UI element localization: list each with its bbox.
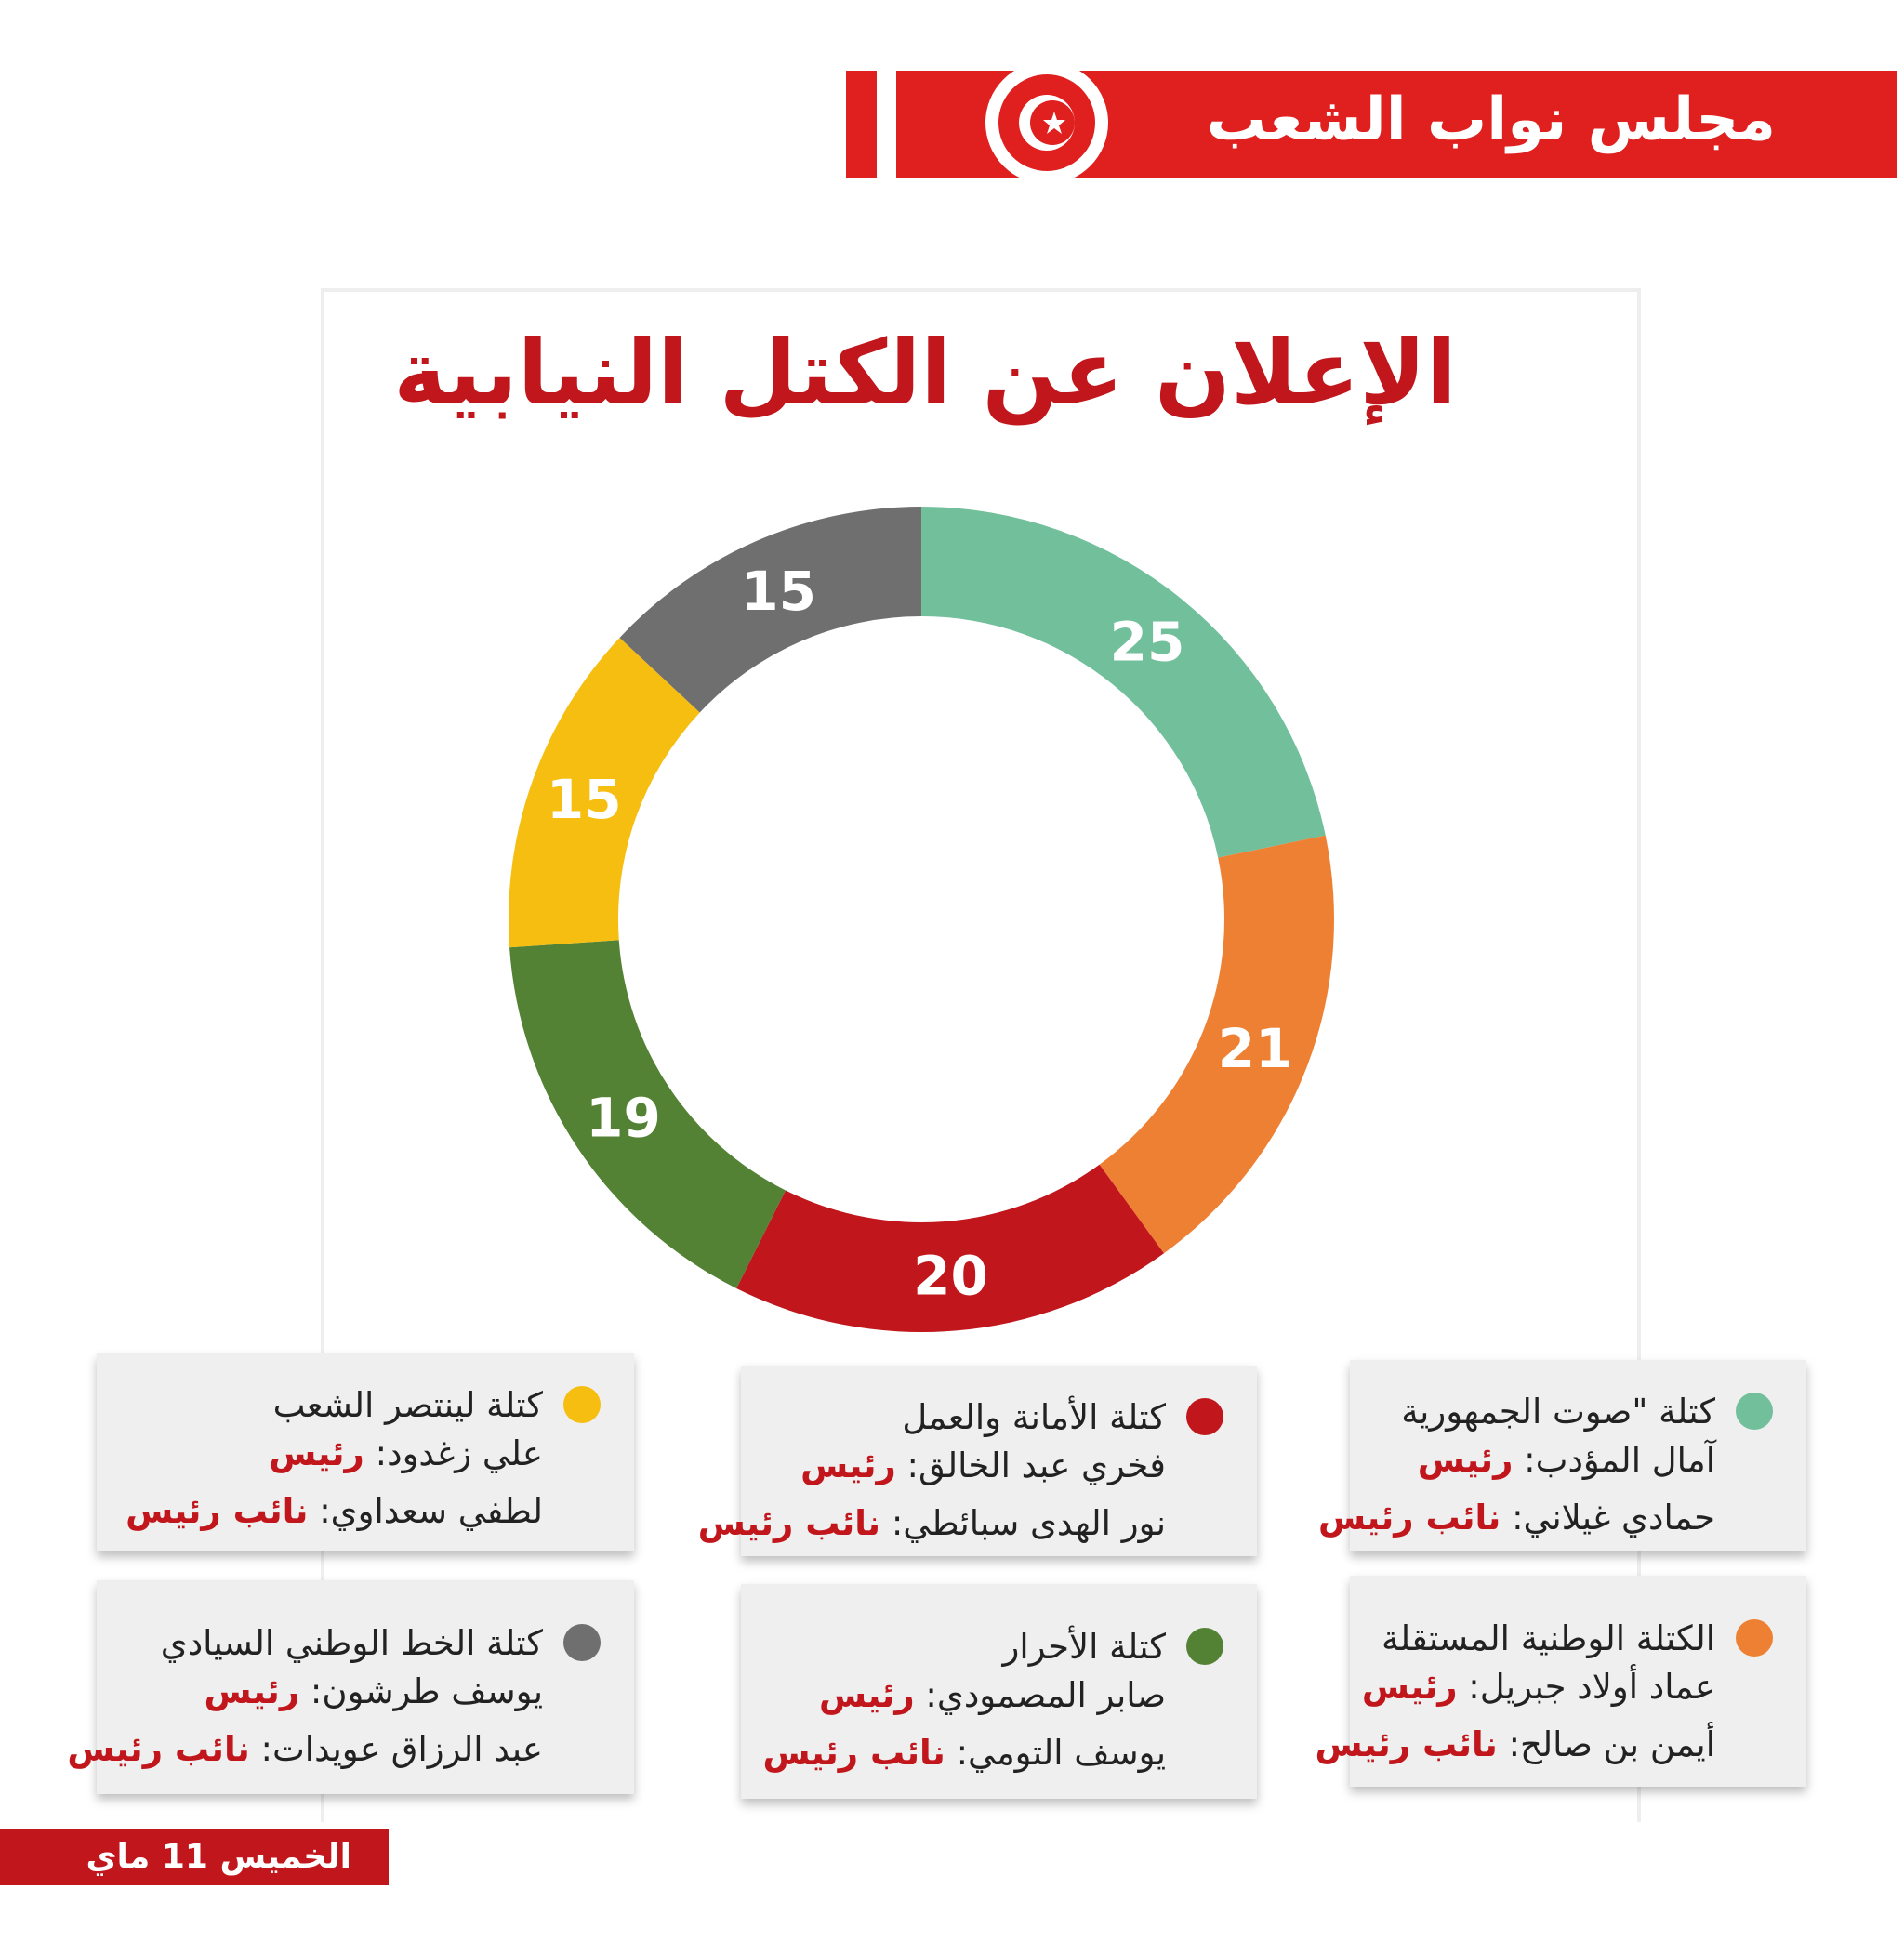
bloc-card: كتلة الأحرار صابر المصمودي: رئيس يوسف التو… bbox=[741, 1584, 1257, 1799]
bloc-name: كتلة الأحرار bbox=[1002, 1626, 1166, 1667]
member-name: فخري عبد الخالق: bbox=[906, 1446, 1166, 1485]
member-name: نور الهدى سبائطي: bbox=[891, 1503, 1166, 1543]
member-role: نائب رئيس bbox=[126, 1491, 309, 1531]
donut-segment bbox=[619, 507, 921, 713]
segment-value-label: 15 bbox=[741, 560, 816, 623]
bloc-name: كتلة الأمانة والعمل bbox=[902, 1396, 1166, 1437]
bloc-name: كتلة لينتصر الشعب bbox=[272, 1384, 543, 1425]
donut-segment bbox=[736, 1164, 1164, 1332]
bloc-color-dot-icon bbox=[563, 1624, 601, 1661]
member-role: رئيس bbox=[1361, 1667, 1458, 1707]
member-name: أيمن بن صالح: bbox=[1508, 1724, 1715, 1764]
donut-segment bbox=[921, 507, 1326, 858]
bloc-card: كتلة لينتصر الشعب علي زغدود: رئيس لطفي سعد… bbox=[97, 1353, 634, 1551]
bloc-color-dot-icon bbox=[563, 1386, 601, 1423]
member-name: علي زغدود: bbox=[375, 1433, 543, 1473]
bloc-member: يوسف التومي: نائب رئيس bbox=[760, 1733, 1223, 1790]
background-watermark bbox=[321, 288, 1641, 1822]
member-name: حمادي غيلاني: bbox=[1512, 1498, 1715, 1538]
bloc-member: حمادي غيلاني: نائب رئيس bbox=[1318, 1498, 1773, 1555]
bloc-member: آمال المؤدب: رئيس bbox=[1368, 1440, 1773, 1498]
header-accent-bar bbox=[846, 71, 877, 178]
segment-value-label: 19 bbox=[586, 1086, 661, 1149]
donut-segment bbox=[1099, 835, 1334, 1254]
bloc-name: كتلة الخط الوطني السيادي bbox=[160, 1622, 543, 1663]
donut-segment bbox=[509, 637, 700, 948]
segment-value-label: 21 bbox=[1218, 1017, 1293, 1080]
bloc-card: الكتلة الوطنية المستقلة عماد أولاد جبريل:… bbox=[1315, 1576, 1806, 1787]
bloc-card: كتلة "صوت الجمهورية آمال المؤدب: رئيس حماد… bbox=[1318, 1360, 1806, 1551]
member-name: عماد أولاد جبريل: bbox=[1468, 1667, 1715, 1707]
bloc-member: لطفي سعداوي: نائب رئيس bbox=[115, 1491, 601, 1549]
member-role: رئيس bbox=[204, 1671, 300, 1711]
member-role: رئيس bbox=[269, 1433, 364, 1473]
member-role: رئيس bbox=[800, 1446, 896, 1485]
member-name: يوسف التومي: bbox=[956, 1733, 1166, 1773]
member-role: نائب رئيس bbox=[762, 1733, 945, 1773]
member-name: لطفي سعداوي: bbox=[319, 1491, 543, 1531]
member-name: آمال المؤدب: bbox=[1524, 1440, 1715, 1480]
bloc-color-dot-icon bbox=[1186, 1628, 1223, 1665]
member-role: نائب رئيس bbox=[67, 1729, 250, 1769]
bloc-color-dot-icon bbox=[1736, 1393, 1773, 1430]
member-name: عبد الرزاق عويدات: bbox=[260, 1729, 544, 1769]
segment-value-label: 25 bbox=[1110, 610, 1185, 673]
member-role: رئيس bbox=[819, 1675, 915, 1715]
date-banner: الخميس 11 ماي 2023 bbox=[0, 1829, 389, 1932]
bloc-member: عبد الرزاق عويدات: نائب رئيس bbox=[67, 1729, 601, 1787]
bloc-card: كتلة الخط الوطني السيادي يوسف طرشون: رئيس… bbox=[67, 1580, 634, 1794]
bloc-member: فخري عبد الخالق: رئيس bbox=[760, 1446, 1223, 1503]
segment-value-label: 20 bbox=[913, 1245, 988, 1308]
bloc-color-dot-icon bbox=[1186, 1398, 1223, 1435]
tunisia-flag-emblem-icon bbox=[985, 61, 1108, 184]
bloc-member: صابر المصمودي: رئيس bbox=[760, 1675, 1223, 1733]
member-role: نائب رئيس bbox=[1315, 1724, 1498, 1764]
member-role: نائب رئيس bbox=[697, 1503, 881, 1543]
member-role: نائب رئيس bbox=[1317, 1498, 1501, 1538]
segment-value-label: 15 bbox=[547, 768, 622, 831]
bloc-color-dot-icon bbox=[1736, 1619, 1773, 1657]
member-name: يوسف طرشون: bbox=[310, 1671, 543, 1711]
bloc-name: كتلة "صوت الجمهورية bbox=[1401, 1391, 1715, 1432]
bloc-member: يوسف طرشون: رئيس bbox=[115, 1671, 601, 1729]
bloc-member: علي زغدود: رئيس bbox=[115, 1433, 601, 1491]
main-title: الإعلان عن الكتل النيابية bbox=[393, 321, 1457, 425]
member-role: رئيس bbox=[1417, 1440, 1514, 1480]
donut-segment bbox=[509, 940, 786, 1288]
bloc-name: الكتلة الوطنية المستقلة bbox=[1382, 1618, 1715, 1658]
bloc-member: أيمن بن صالح: نائب رئيس bbox=[1315, 1724, 1773, 1782]
bloc-member: نور الهدى سبائطي: نائب رئيس bbox=[698, 1503, 1223, 1561]
bloc-card: كتلة الأمانة والعمل فخري عبد الخالق: رئيس… bbox=[698, 1366, 1257, 1556]
donut-chart: 25 21 20 19 15 15 bbox=[509, 507, 1334, 1332]
member-name: صابر المصمودي: bbox=[925, 1675, 1166, 1715]
bloc-member: عماد أولاد جبريل: رئيس bbox=[1362, 1667, 1773, 1724]
header-title: مجلس نواب الشعب bbox=[1206, 86, 1776, 154]
